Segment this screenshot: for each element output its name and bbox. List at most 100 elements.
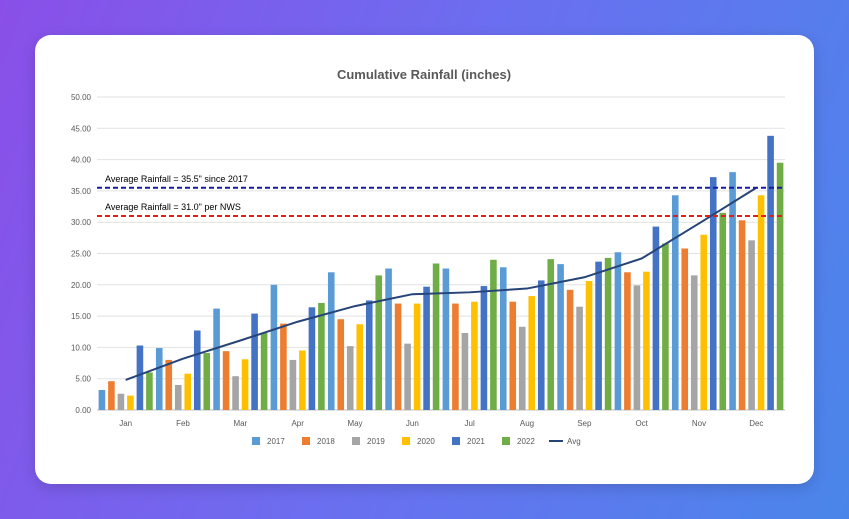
bar-2019-May (346, 346, 354, 410)
bar-2020-Jan (127, 395, 134, 410)
bar-2018-Feb (165, 359, 173, 410)
legend-label: 2021 (467, 437, 485, 446)
legend-swatch (452, 437, 460, 445)
bar-2018-Dec (738, 220, 746, 410)
bar-2022-Aug (547, 259, 555, 410)
bar-2022-Feb (203, 353, 211, 410)
bar-2018-Apr (280, 323, 287, 410)
bar-2017-Jan (98, 389, 106, 410)
legend-label: 2018 (317, 437, 335, 446)
legend-label: 2020 (417, 437, 435, 446)
x-tick-label: Mar (233, 419, 247, 428)
bar-2018-Jan (108, 381, 115, 410)
bar-2017-Jun (385, 268, 392, 410)
y-tick-label: 45.00 (71, 124, 92, 133)
bar-2019-Nov (690, 275, 698, 410)
bar-2021-Nov (709, 177, 717, 410)
x-axis-ticks: Jan Feb Mar Apr May Jun Jul Aug Sep Oct Nov Dec (119, 419, 763, 428)
bar-2022-May (375, 275, 383, 410)
y-tick-label: 0.00 (75, 406, 91, 415)
x-tick-label: Aug (520, 419, 534, 428)
bar-2021-Jan (136, 345, 144, 410)
legend-swatch (352, 437, 360, 445)
gridlines (97, 96, 785, 411)
x-tick-label: Jul (465, 419, 475, 428)
legend-label: 2017 (267, 437, 285, 446)
legend-swatch (302, 437, 310, 445)
bar-2022-Apr (318, 302, 325, 410)
y-tick-label: 20.00 (71, 281, 92, 290)
bar-2022-Mar (260, 333, 268, 410)
y-tick-label: 5.00 (75, 375, 91, 384)
x-tick-label: Feb (176, 419, 190, 428)
x-tick-label: Dec (749, 419, 763, 428)
bar-2018-Jul (452, 303, 459, 410)
bar-2017-May (327, 272, 335, 410)
reference-line-label: Average Rainfall = 35.5" since 2017 (105, 174, 248, 184)
bar-2020-Aug (528, 296, 536, 410)
bar-2019-Oct (633, 285, 641, 410)
bar-2020-Sep (585, 281, 593, 410)
chart-card: 0.00 5.00 10.00 15.00 20.00 25.00 30.00 35.00 40… (35, 35, 814, 484)
bar-2020-May (356, 324, 364, 410)
avg-line (125, 186, 757, 381)
y-tick-label: 25.00 (71, 250, 92, 259)
bar-2019-Jan (117, 393, 125, 410)
bar-2019-Apr (289, 359, 297, 410)
legend: 2017 2018 2019 2020 2021 2022 Avg (252, 437, 581, 446)
legend-label: 2019 (367, 437, 385, 446)
bar-2022-Jun (432, 263, 440, 410)
y-tick-label: 40.00 (71, 156, 92, 165)
bar-2017-Nov (671, 195, 679, 410)
y-tick-label: 50.00 (71, 93, 92, 102)
bar-2019-Jun (404, 343, 411, 410)
bar-2022-Sep (604, 257, 612, 410)
bar-2021-Apr (308, 307, 316, 410)
bar-2020-Apr (299, 350, 306, 410)
x-tick-label: Nov (692, 419, 706, 428)
bar-2021-Jul (480, 286, 488, 410)
bar-2018-Aug (509, 301, 517, 410)
bars (98, 135, 784, 410)
bar-2020-Oct (643, 271, 650, 410)
bar-2017-Feb (155, 348, 163, 410)
chart-title: Cumulative Rainfall (inches) (337, 67, 511, 82)
bar-2017-Aug (499, 267, 507, 410)
bar-2021-Mar (251, 313, 258, 410)
bar-2018-Jun (394, 303, 402, 410)
legend-swatch (252, 437, 260, 445)
bar-2021-Dec (767, 135, 774, 410)
bar-2021-Jun (423, 286, 430, 410)
bar-2021-May (365, 300, 373, 410)
bar-2022-Dec (776, 162, 784, 410)
bar-2017-Apr (270, 284, 278, 410)
rainfall-chart: 0.00 5.00 10.00 15.00 20.00 25.00 30.00 35.00 40… (71, 67, 785, 446)
bar-2022-Jul (490, 259, 497, 410)
x-tick-label: Apr (291, 419, 304, 428)
bar-2019-Sep (576, 306, 583, 410)
bar-2019-Dec (748, 240, 755, 410)
reference-lines: Average Rainfall = 35.5" since 2017 Avera… (97, 174, 785, 217)
legend-label: Avg (567, 437, 581, 446)
bar-2020-Dec (757, 195, 765, 410)
reference-line-label: Average Rainfall = 31.0" per NWS (105, 202, 241, 212)
bar-2020-Mar (241, 359, 249, 410)
bar-2020-Feb (184, 373, 192, 410)
x-tick-label: Sep (577, 419, 592, 428)
legend-label: 2022 (517, 437, 535, 446)
bar-2019-Aug (518, 326, 526, 410)
bar-2018-Nov (681, 248, 689, 410)
bar-2021-Sep (595, 261, 602, 410)
bar-2017-Mar (213, 308, 220, 410)
y-axis-ticks: 0.00 5.00 10.00 15.00 20.00 25.00 30.00 35.00 40… (71, 93, 92, 415)
avg-line-group (125, 186, 757, 381)
bar-2021-Oct (652, 226, 660, 410)
y-tick-label: 30.00 (71, 218, 92, 227)
bar-2022-Jan (146, 372, 153, 410)
x-tick-label: Oct (635, 419, 648, 428)
bar-2021-Aug (537, 280, 545, 410)
bar-2017-Jul (442, 268, 450, 410)
bar-2019-Jul (461, 333, 469, 410)
bar-2018-Oct (624, 272, 631, 410)
bar-2022-Oct (662, 243, 669, 410)
